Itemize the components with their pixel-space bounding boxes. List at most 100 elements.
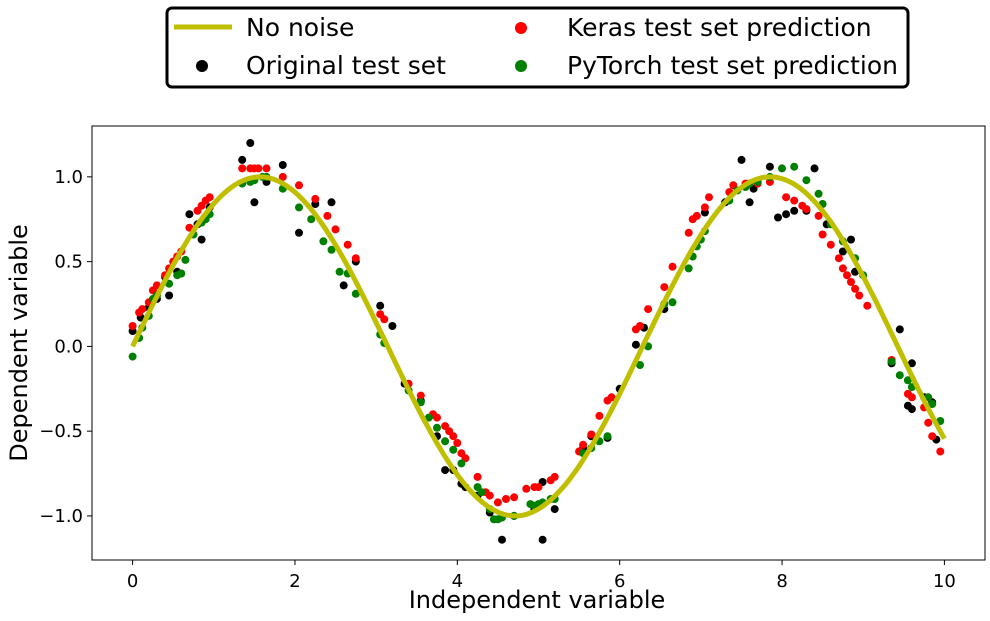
data-point bbox=[705, 193, 713, 202]
data-point bbox=[453, 439, 462, 447]
data-point bbox=[636, 322, 644, 330]
data-point bbox=[128, 352, 137, 361]
data-point bbox=[863, 301, 872, 310]
data-point bbox=[262, 164, 271, 173]
data-point bbox=[327, 245, 336, 254]
y-tick-label: −1.0 bbox=[39, 506, 83, 527]
data-point bbox=[745, 198, 754, 207]
data-point bbox=[181, 255, 190, 264]
data-point bbox=[802, 176, 811, 185]
plot-area bbox=[91, 125, 986, 561]
data-point bbox=[587, 430, 596, 439]
data-point bbox=[307, 215, 316, 224]
data-point bbox=[295, 228, 303, 237]
points-layer bbox=[128, 139, 947, 544]
legend-keras-marker bbox=[515, 22, 527, 34]
data-point bbox=[579, 440, 588, 449]
data-point bbox=[847, 278, 855, 286]
data-point bbox=[498, 535, 506, 544]
data-point bbox=[782, 210, 791, 219]
x-axis-label: Independent variable bbox=[409, 586, 666, 614]
data-point bbox=[327, 198, 336, 207]
data-point bbox=[790, 162, 799, 171]
data-point bbox=[177, 269, 186, 278]
data-point bbox=[238, 164, 247, 173]
legend-original-label: Original test set bbox=[246, 51, 446, 80]
x-tick-label: 2 bbox=[289, 571, 300, 592]
data-point bbox=[737, 155, 746, 164]
data-point bbox=[128, 322, 137, 330]
legend-frame bbox=[165, 6, 910, 89]
data-point bbox=[477, 488, 486, 497]
data-point bbox=[254, 164, 263, 173]
data-point bbox=[185, 210, 194, 219]
data-point bbox=[416, 398, 425, 407]
data-point bbox=[502, 495, 510, 503]
data-point bbox=[838, 247, 847, 256]
data-point bbox=[534, 483, 543, 492]
data-point bbox=[607, 393, 616, 402]
data-point bbox=[887, 357, 896, 366]
data-point bbox=[834, 254, 843, 263]
data-point bbox=[441, 466, 450, 475]
data-point bbox=[814, 211, 823, 220]
data-point bbox=[449, 432, 458, 441]
data-point bbox=[895, 371, 904, 380]
data-point bbox=[907, 393, 916, 402]
data-point bbox=[331, 225, 340, 234]
data-point bbox=[550, 505, 559, 514]
data-point bbox=[692, 211, 701, 220]
data-point bbox=[790, 206, 799, 215]
data-point bbox=[810, 164, 819, 173]
data-point bbox=[424, 413, 433, 422]
data-point bbox=[343, 240, 352, 249]
legend: No noise Original test set Keras test se… bbox=[165, 6, 910, 89]
data-point bbox=[441, 437, 450, 446]
data-point bbox=[895, 325, 904, 334]
y-axis-label: Dependent variable bbox=[5, 224, 33, 462]
data-point bbox=[595, 411, 604, 420]
legend-original-marker bbox=[196, 60, 208, 72]
data-point bbox=[376, 301, 385, 310]
data-point bbox=[684, 264, 693, 273]
x-tick-label: 8 bbox=[776, 571, 787, 592]
x-tick-label: 6 bbox=[614, 571, 625, 592]
data-point bbox=[323, 211, 332, 220]
data-point bbox=[636, 361, 644, 369]
data-point bbox=[311, 194, 320, 203]
data-point bbox=[339, 281, 348, 290]
data-point bbox=[907, 405, 916, 414]
data-point bbox=[485, 491, 494, 500]
data-point bbox=[778, 164, 786, 173]
data-point bbox=[493, 498, 502, 507]
data-point bbox=[433, 413, 441, 422]
data-point bbox=[907, 359, 916, 368]
data-point bbox=[250, 198, 259, 207]
data-point bbox=[295, 203, 303, 212]
data-point bbox=[197, 235, 206, 244]
data-point bbox=[790, 196, 799, 205]
axes-layer: 0 2 4 6 8 10 −1.0 −0.5 0.0 0.5 1.0 bbox=[39, 167, 956, 592]
data-point bbox=[660, 283, 669, 292]
data-point bbox=[351, 254, 360, 263]
no-noise-line bbox=[130, 174, 947, 519]
y-tick-label: 0.0 bbox=[54, 336, 83, 357]
data-point bbox=[510, 493, 519, 502]
data-point bbox=[936, 447, 945, 456]
data-point bbox=[928, 400, 937, 408]
data-point bbox=[473, 472, 482, 481]
data-point bbox=[855, 291, 864, 300]
data-point bbox=[838, 264, 847, 273]
data-point bbox=[550, 472, 559, 481]
data-point bbox=[603, 432, 612, 441]
data-point bbox=[782, 193, 791, 202]
legend-pytorch-marker bbox=[515, 60, 527, 72]
data-point bbox=[457, 459, 466, 468]
data-point bbox=[668, 262, 677, 271]
data-point bbox=[449, 445, 458, 454]
data-point bbox=[847, 235, 855, 244]
data-point bbox=[380, 315, 389, 324]
data-point bbox=[684, 228, 693, 237]
data-point bbox=[205, 193, 214, 202]
